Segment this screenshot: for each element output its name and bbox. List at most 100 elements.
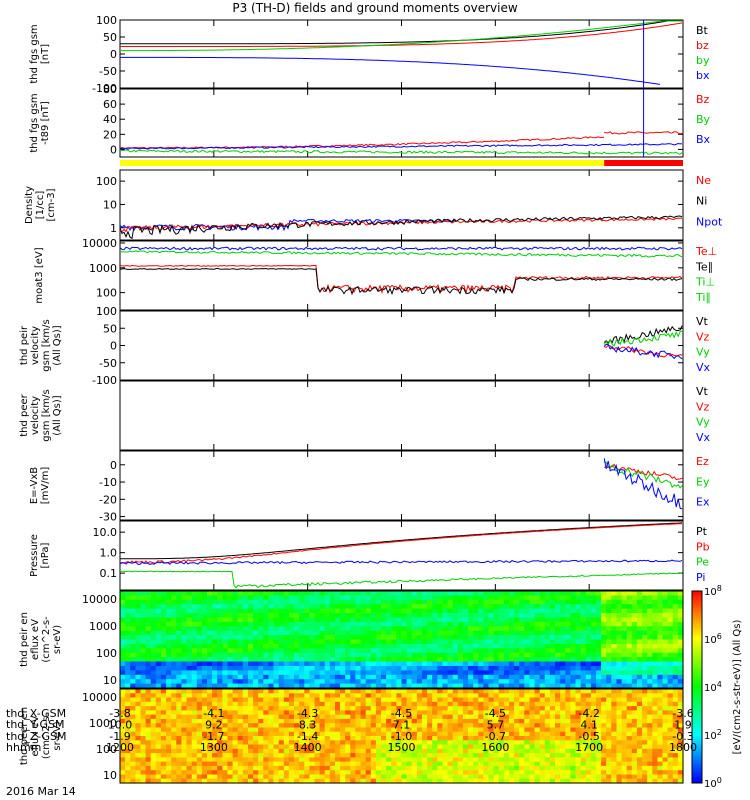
- heatmap-cell: [319, 679, 326, 685]
- heatmap-cell: [145, 723, 152, 729]
- heatmap-cell: [590, 774, 597, 780]
- heatmap-cell: [529, 670, 536, 676]
- heatmap-cell: [509, 774, 515, 780]
- heatmap-cell: [565, 731, 571, 737]
- heatmap-cell: [473, 710, 479, 716]
- heatmap-cell: [329, 661, 336, 667]
- heatmap-cell: [437, 706, 443, 711]
- heatmap-cell: [647, 613, 653, 618]
- heatmap-cell: [381, 666, 387, 671]
- heatmap-cell: [258, 774, 264, 780]
- heatmap-cell: [135, 757, 142, 763]
- y-tick-label: 10: [103, 198, 117, 211]
- series-line: [119, 136, 605, 150]
- heatmap-cell: [263, 701, 269, 707]
- heatmap-cell: [524, 595, 530, 601]
- heatmap-cell: [268, 661, 275, 667]
- heatmap-cell: [432, 778, 438, 784]
- heatmap-cell: [483, 626, 490, 632]
- heatmap-cell: [324, 679, 331, 685]
- heatmap-cell: [596, 626, 602, 632]
- heatmap-cell: [677, 666, 684, 671]
- heatmap-cell: [596, 608, 602, 614]
- heatmap-cell: [248, 740, 254, 746]
- heatmap-cell: [498, 744, 505, 750]
- heatmap-cell: [186, 778, 193, 784]
- heatmap-cell: [350, 661, 356, 667]
- heatmap-cell: [596, 744, 602, 750]
- heatmap-cell: [570, 617, 577, 623]
- heatmap-cell: [575, 621, 582, 627]
- heatmap-cell: [575, 689, 582, 694]
- heatmap-cell: [596, 652, 602, 658]
- heatmap-cell: [539, 652, 546, 658]
- heatmap-cell: [596, 666, 602, 671]
- heatmap-cell: [672, 643, 679, 649]
- heatmap-cell: [176, 674, 182, 680]
- heatmap-cell: [181, 679, 188, 685]
- heatmap-cell: [237, 648, 244, 654]
- heatmap-cell: [549, 697, 556, 703]
- heatmap-cell: [606, 621, 612, 627]
- heatmap-cell: [253, 643, 259, 649]
- heatmap-cell: [452, 683, 459, 689]
- heatmap-cell: [324, 748, 331, 754]
- heatmap-cell: [498, 714, 505, 720]
- heatmap-cell: [222, 710, 229, 716]
- heatmap-cell: [498, 617, 505, 623]
- heatmap-cell: [437, 727, 443, 733]
- heatmap-cell: [468, 744, 474, 750]
- heatmap-cell: [125, 643, 131, 649]
- heatmap-cell: [590, 701, 597, 707]
- heatmap-cell: [207, 604, 213, 610]
- heatmap-cell: [237, 770, 244, 776]
- heatmap-cell: [401, 604, 408, 610]
- heatmap-cell: [601, 652, 607, 658]
- heatmap-cell: [375, 661, 382, 667]
- heatmap-cell: [585, 648, 592, 654]
- heatmap-cell: [345, 736, 351, 741]
- heatmap-cell: [350, 630, 356, 636]
- heatmap-cell: [278, 621, 285, 627]
- heatmap-cell: [483, 630, 490, 636]
- heatmap-cell: [503, 774, 510, 780]
- y-tick-label: -20: [99, 493, 117, 506]
- heatmap-cell: [590, 599, 597, 605]
- heatmap-cell: [278, 701, 285, 707]
- heatmap-cell: [365, 753, 372, 758]
- heatmap-cell: [585, 670, 592, 676]
- heatmap-cell: [268, 765, 275, 771]
- heatmap-cell: [135, 666, 142, 671]
- heatmap-cell: [560, 608, 566, 614]
- heatmap-cell: [575, 701, 582, 707]
- heatmap-cell: [140, 604, 147, 610]
- heatmap-cell: [621, 697, 628, 703]
- heatmap-cell: [345, 626, 351, 632]
- heatmap-cell: [135, 621, 142, 627]
- heatmap-cell: [539, 613, 546, 618]
- heatmap-cell: [626, 740, 633, 746]
- heatmap-cell: [273, 718, 280, 724]
- heatmap-cell: [406, 648, 413, 654]
- heatmap-cell: [386, 648, 392, 654]
- heatmap-cell: [493, 744, 500, 750]
- heatmap-cell: [442, 778, 449, 784]
- heatmap-cell: [437, 714, 443, 720]
- heatmap-cell: [411, 753, 418, 758]
- heatmap-cell: [555, 701, 561, 707]
- heatmap-cell: [488, 714, 495, 720]
- heatmap-cell: [381, 639, 387, 645]
- heatmap-cell: [288, 761, 295, 767]
- heatmap-cell: [585, 748, 592, 754]
- heatmap-cell: [565, 770, 571, 776]
- heatmap-cell: [411, 710, 418, 716]
- heatmap-cell: [145, 635, 152, 641]
- heatmap-cell: [478, 723, 484, 729]
- heatmap-cell: [360, 674, 367, 680]
- heatmap-cell: [263, 710, 269, 716]
- heatmap-cell: [365, 608, 372, 614]
- heatmap-cell: [616, 740, 623, 746]
- heatmap-cell: [171, 666, 177, 671]
- heatmap-cell: [166, 765, 172, 771]
- heatmap-cell: [555, 689, 561, 694]
